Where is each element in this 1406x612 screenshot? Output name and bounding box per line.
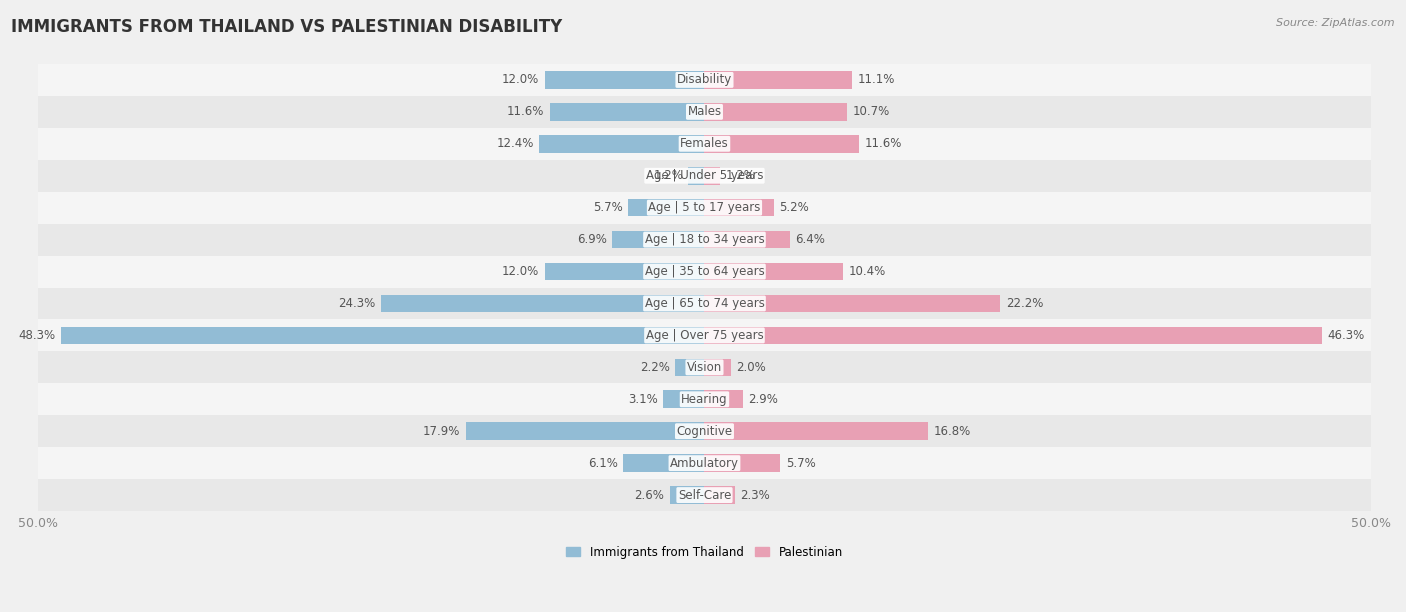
Text: 12.0%: 12.0% [502,73,538,86]
Text: Source: ZipAtlas.com: Source: ZipAtlas.com [1277,18,1395,28]
Bar [60,327,704,344]
Text: Age | 35 to 64 years: Age | 35 to 64 years [644,265,765,278]
Text: 6.1%: 6.1% [588,457,617,469]
Bar [623,454,704,472]
Text: 46.3%: 46.3% [1327,329,1364,342]
Bar [38,256,1371,288]
Text: 11.6%: 11.6% [865,137,901,151]
Text: 11.1%: 11.1% [858,73,896,86]
Text: 6.4%: 6.4% [796,233,825,246]
Text: Females: Females [681,137,728,151]
Bar [704,135,859,152]
Bar [704,327,1322,344]
Bar [538,135,704,152]
Bar [38,415,1371,447]
Bar [38,160,1371,192]
Text: 1.2%: 1.2% [725,170,755,182]
Text: Age | 18 to 34 years: Age | 18 to 34 years [644,233,765,246]
Text: 5.7%: 5.7% [786,457,815,469]
Text: Vision: Vision [688,361,723,374]
Bar [38,351,1371,383]
Legend: Immigrants from Thailand, Palestinian: Immigrants from Thailand, Palestinian [561,541,848,563]
Text: 1.2%: 1.2% [654,170,683,182]
Text: Age | Over 75 years: Age | Over 75 years [645,329,763,342]
Bar [38,288,1371,319]
Text: 6.9%: 6.9% [578,233,607,246]
Text: Age | 5 to 17 years: Age | 5 to 17 years [648,201,761,214]
Text: 2.0%: 2.0% [737,361,766,374]
Bar [704,199,773,217]
Bar [38,64,1371,96]
Bar [550,103,704,121]
Bar [704,422,928,440]
Bar [381,295,704,312]
Bar [628,199,704,217]
Bar [704,359,731,376]
Bar [664,390,704,408]
Bar [38,192,1371,223]
Bar [704,263,844,280]
Text: 5.7%: 5.7% [593,201,623,214]
Text: 12.0%: 12.0% [502,265,538,278]
Bar [704,295,1001,312]
Bar [38,447,1371,479]
Bar [689,167,704,184]
Bar [704,487,735,504]
Text: Ambulatory: Ambulatory [671,457,740,469]
Text: 2.3%: 2.3% [741,488,770,502]
Text: 22.2%: 22.2% [1005,297,1043,310]
Text: 10.4%: 10.4% [848,265,886,278]
Text: 24.3%: 24.3% [337,297,375,310]
Text: Hearing: Hearing [681,393,728,406]
Bar [704,454,780,472]
Text: 2.9%: 2.9% [748,393,779,406]
Text: 3.1%: 3.1% [628,393,658,406]
Bar [704,71,852,89]
Bar [38,479,1371,511]
Bar [675,359,704,376]
Text: Age | 65 to 74 years: Age | 65 to 74 years [644,297,765,310]
Bar [669,487,704,504]
Text: 5.2%: 5.2% [779,201,808,214]
Bar [38,319,1371,351]
Text: 11.6%: 11.6% [508,105,544,118]
Bar [38,96,1371,128]
Bar [544,263,704,280]
Bar [704,231,790,248]
Bar [704,103,848,121]
Bar [465,422,704,440]
Text: 16.8%: 16.8% [934,425,972,438]
Bar [38,223,1371,256]
Text: Self-Care: Self-Care [678,488,731,502]
Bar [544,71,704,89]
Bar [38,128,1371,160]
Text: Cognitive: Cognitive [676,425,733,438]
Text: Disability: Disability [676,73,733,86]
Text: 2.6%: 2.6% [634,488,665,502]
Text: 2.2%: 2.2% [640,361,669,374]
Text: 10.7%: 10.7% [852,105,890,118]
Text: 12.4%: 12.4% [496,137,534,151]
Text: 17.9%: 17.9% [423,425,461,438]
Bar [613,231,704,248]
Text: Age | Under 5 years: Age | Under 5 years [645,170,763,182]
Bar [704,390,744,408]
Bar [38,383,1371,415]
Text: Males: Males [688,105,721,118]
Bar [704,167,720,184]
Text: 48.3%: 48.3% [18,329,55,342]
Text: IMMIGRANTS FROM THAILAND VS PALESTINIAN DISABILITY: IMMIGRANTS FROM THAILAND VS PALESTINIAN … [11,18,562,36]
